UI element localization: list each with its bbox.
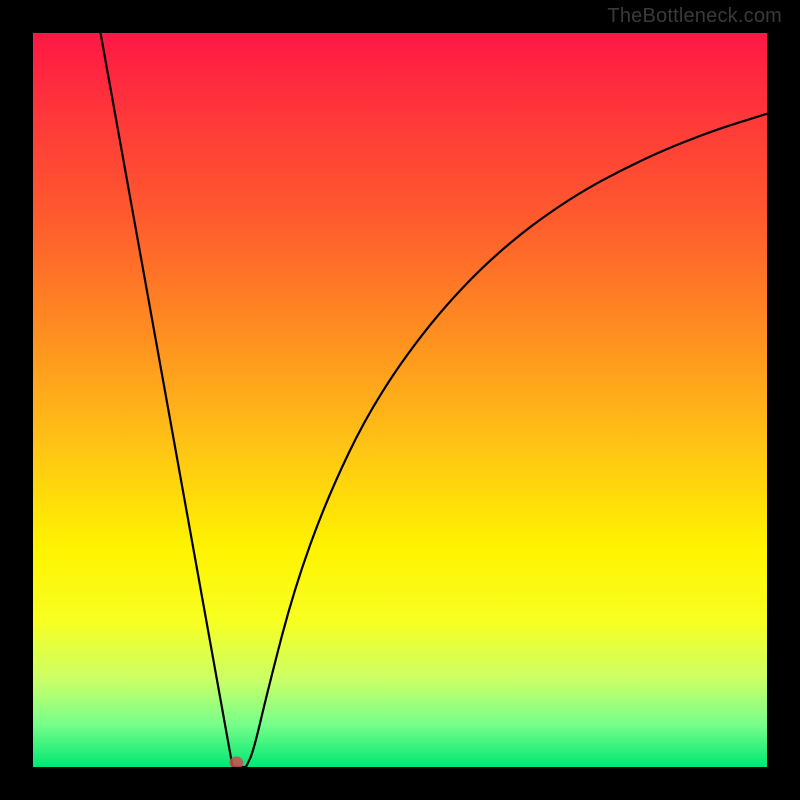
bottleneck-curve bbox=[101, 33, 767, 767]
curve-layer bbox=[33, 33, 767, 767]
chart-container: TheBottleneck.com bbox=[0, 0, 800, 800]
watermark-text: TheBottleneck.com bbox=[607, 5, 782, 28]
plot-area bbox=[33, 33, 767, 767]
